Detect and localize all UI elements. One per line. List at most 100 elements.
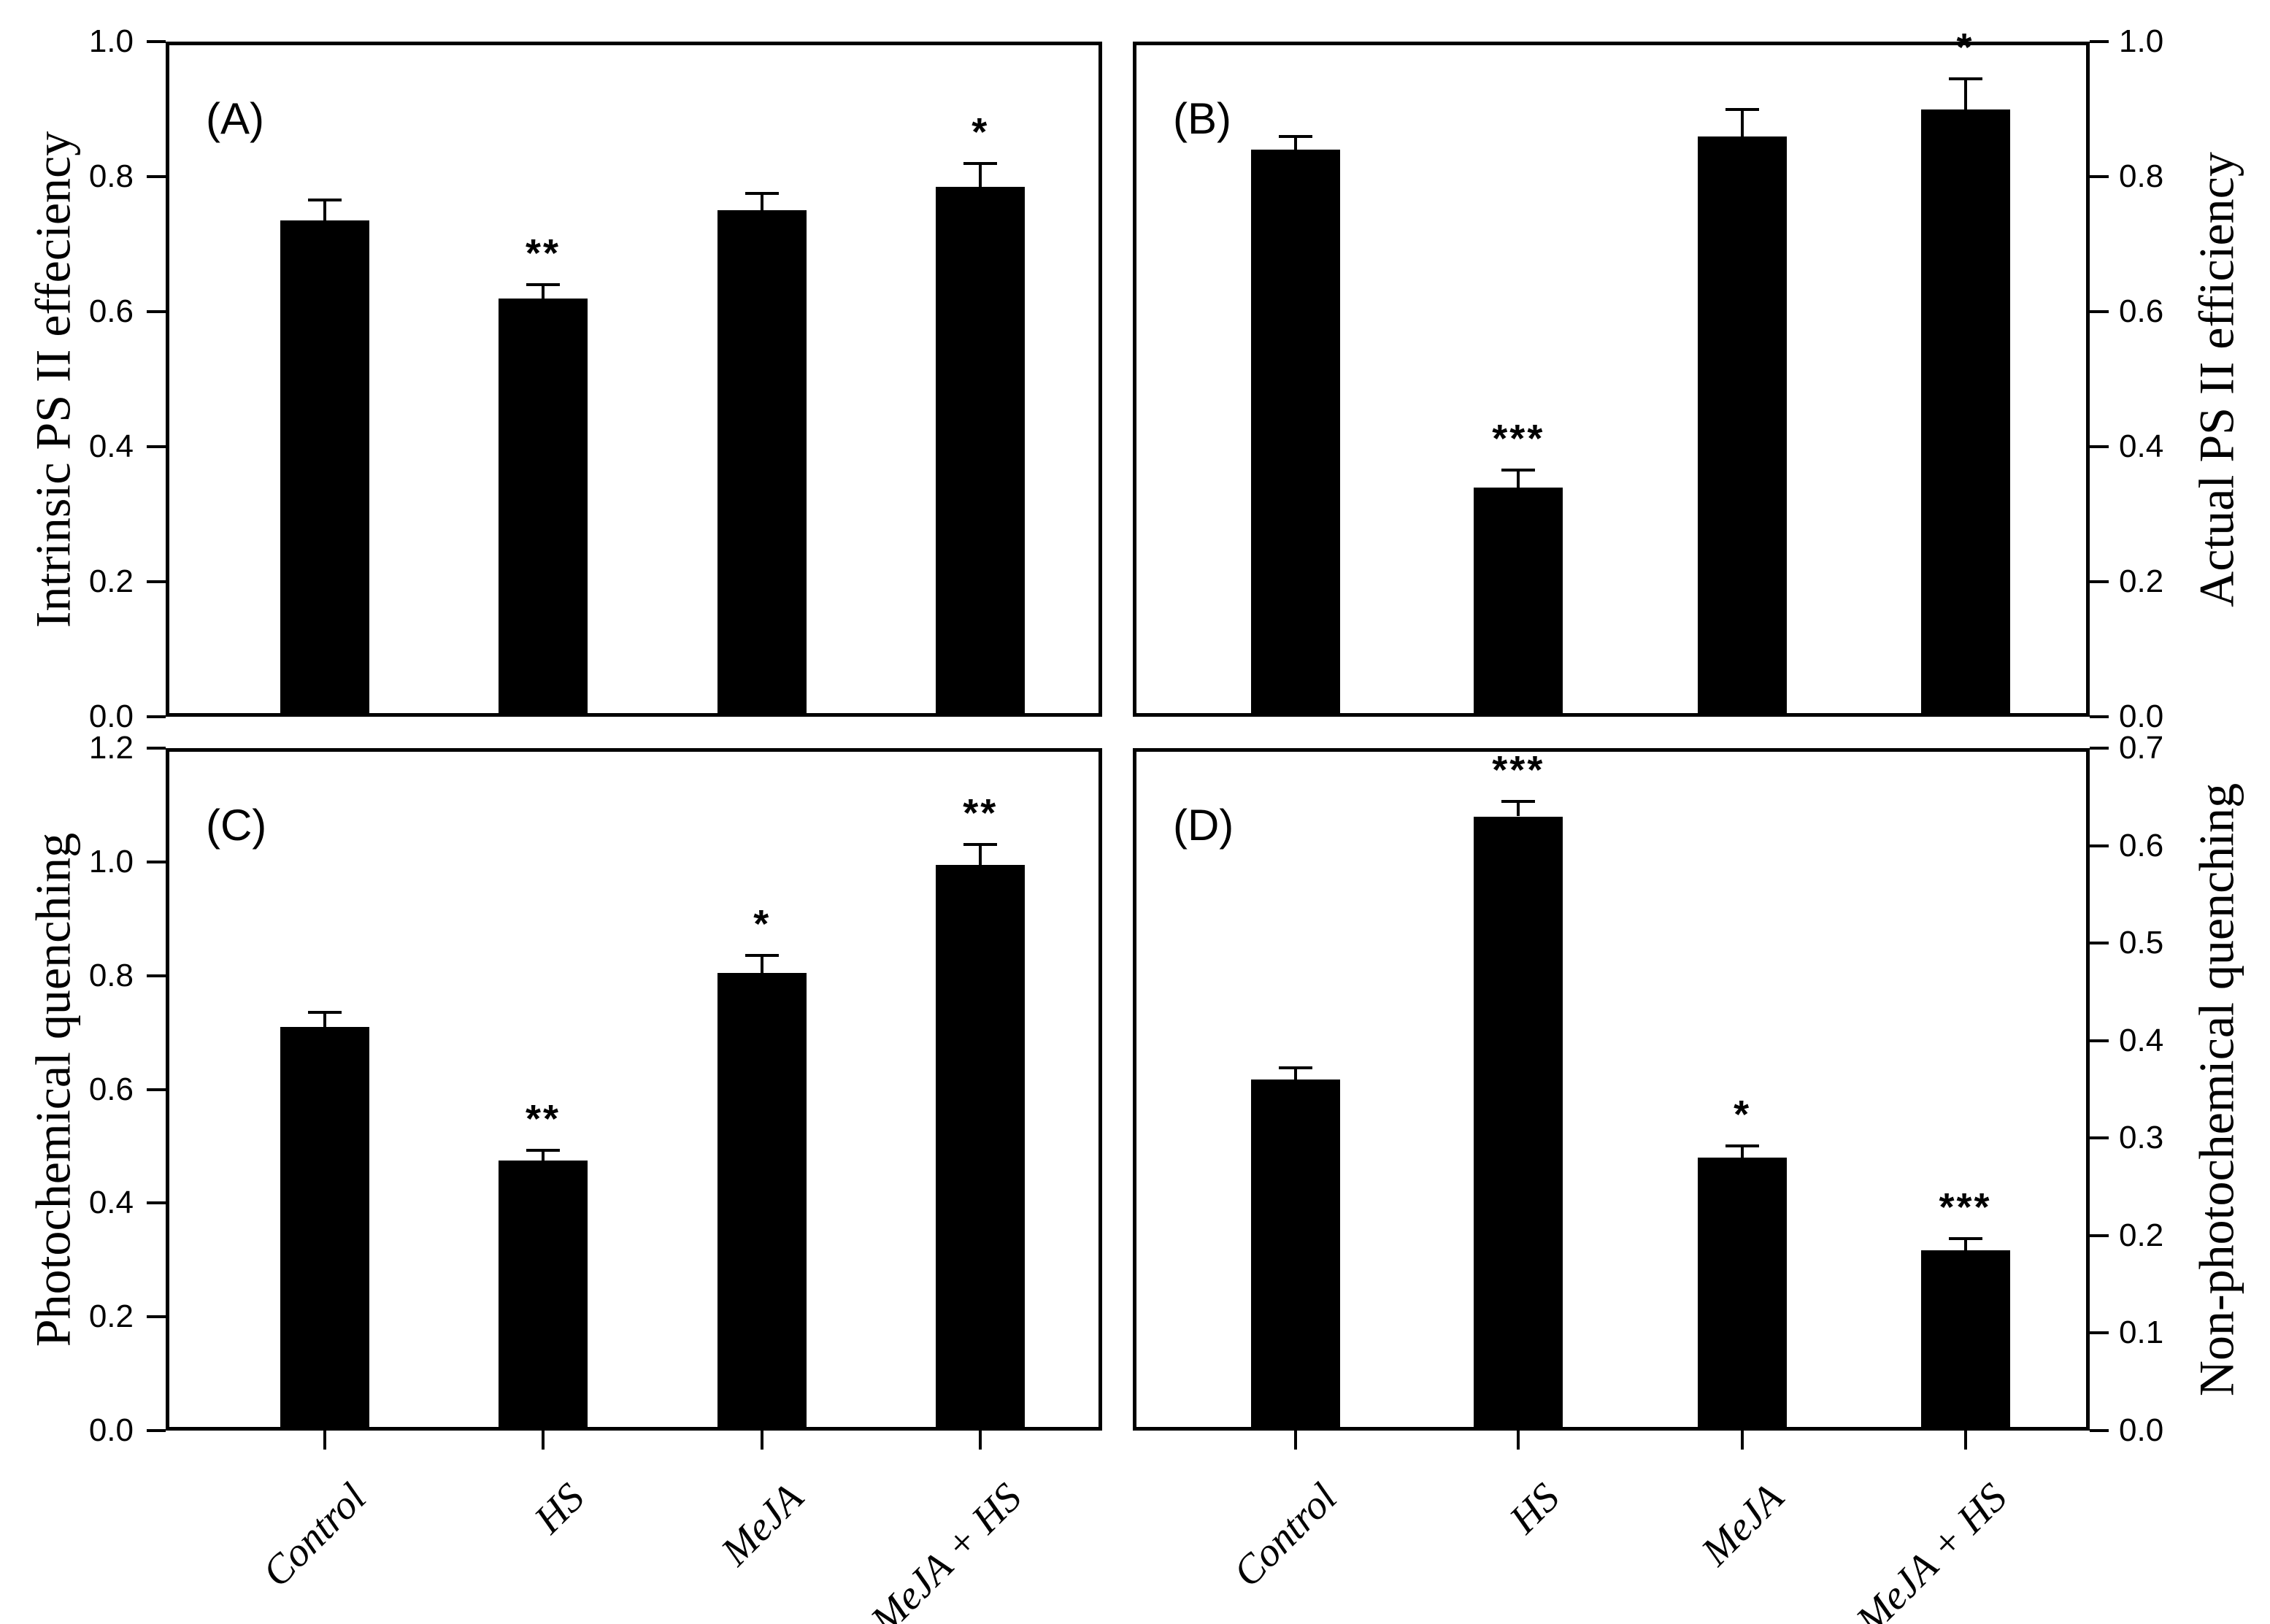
y-tick-mark [2090,40,2109,43]
bar-control [1250,150,1340,715]
error-bar-line [1517,801,1520,817]
error-bar-cap [1725,1144,1760,1147]
x-tick-mark [1741,1431,1744,1450]
y-tick-mark [147,40,166,43]
x-tick-mark [1963,1431,1967,1450]
y-tick-label: 0.8 [88,158,134,194]
x-tick-mark [542,1431,545,1450]
x-category-label: Control [254,1474,375,1596]
y-tick-label: 1.0 [2119,23,2164,59]
bar-hs [1474,816,1563,1429]
y-tick-mark [2090,445,2109,448]
error-bar-line [323,200,327,221]
bar-meja-hs [936,864,1026,1429]
y-tick-label: 0.4 [88,428,134,464]
bar-hs [499,1160,588,1429]
y-tick-mark [2090,175,2109,178]
significance-asterisks: * [753,902,772,947]
bar-hs [499,298,588,715]
error-bar-cap [963,843,998,847]
bar-meja [717,210,807,715]
error-bar-line [1741,1145,1744,1158]
y-tick-label: 0.0 [2119,699,2164,734]
error-bar-line [1741,109,1744,136]
y-tick-label: 0.2 [2119,563,2164,599]
y-tick-label: 0.4 [2119,428,2164,464]
y-tick-label: 0.7 [2119,730,2164,766]
error-bar-line [1293,136,1297,150]
bar-meja [1698,1158,1788,1429]
y-tick-label: 0.2 [88,1298,134,1335]
y-tick-mark [2090,1039,2109,1042]
error-bar-line [761,193,764,211]
y-tick-label: 0.3 [2119,1120,2164,1156]
error-bar-line [1293,1068,1297,1080]
panel-letter-B: (B) [1173,94,1231,143]
y-tick-label: 0.5 [2119,925,2164,961]
x-category-label: MeJA + HS [1847,1474,2016,1624]
x-category-label: HS [1501,1474,1569,1542]
error-bar-cap [1725,107,1760,111]
significance-asterisks: ** [526,231,561,275]
y-tick-label: 1.0 [88,843,134,880]
y-tick-mark [147,1315,166,1319]
significance-asterisks: *** [1492,417,1545,461]
y-tick-mark [2090,1331,2109,1335]
error-bar-cap [1278,1066,1312,1070]
significance-asterisks: * [1734,1092,1752,1136]
error-bar-line [542,1150,545,1161]
y-tick-label: 0.2 [88,563,134,599]
y-tick-mark [147,860,166,863]
error-bar-cap [526,1148,561,1152]
y-tick-mark [2090,747,2109,750]
y-tick-mark [2090,942,2109,945]
y-tick-mark [147,1201,166,1205]
y-tick-label: 0.0 [88,1412,134,1448]
y-tick-mark [2090,1136,2109,1140]
y-tick-mark [147,1429,166,1432]
y-tick-mark [147,974,166,977]
x-tick-mark [323,1431,327,1450]
error-bar-line [323,1012,327,1027]
y-tick-mark [2090,1429,2109,1432]
error-bar-cap [745,954,780,958]
y-tick-label: 0.1 [2119,1315,2164,1351]
y-axis-title-B: Actual PS II efficiency [2188,151,2244,607]
y-tick-mark [2090,1234,2109,1237]
error-bar-cap [308,199,342,202]
y-tick-label: 0.6 [88,293,134,329]
x-category-label: MeJA + HS [862,1474,1031,1624]
y-tick-label: 0.6 [2119,827,2164,863]
error-bar-cap [1948,1236,1982,1240]
y-tick-mark [2090,580,2109,583]
bar-meja-hs [936,186,1026,715]
y-tick-label: 0.8 [88,957,134,993]
y-tick-label: 0.0 [88,699,134,734]
error-bar-cap [745,192,780,196]
y-tick-label: 0.4 [2119,1022,2164,1058]
error-bar-cap [308,1011,342,1015]
y-tick-label: 0.6 [88,1071,134,1107]
bar-control [280,1026,370,1429]
bar-meja-hs [1920,109,2010,715]
y-tick-mark [147,445,166,448]
significance-asterisks: ** [526,1096,561,1141]
bar-meja [717,972,807,1429]
y-tick-label: 1.2 [88,730,134,766]
y-tick-mark [147,747,166,750]
y-axis-title-A: Intrinsic PS II effeciency [25,131,80,628]
x-tick-mark [1293,1431,1297,1450]
error-bar-cap [526,283,561,286]
y-tick-mark [147,175,166,178]
x-category-label: Control [1224,1474,1346,1596]
y-tick-label: 0.4 [88,1185,134,1221]
significance-asterisks: ** [963,791,999,836]
bar-meja-hs [1920,1250,2010,1429]
bar-meja [1698,136,1788,715]
error-bar-line [1963,78,1967,109]
significance-asterisks: * [972,109,990,154]
error-bar-cap [1948,77,1982,80]
significance-asterisks: * [1956,25,1974,69]
y-tick-mark [2090,844,2109,847]
